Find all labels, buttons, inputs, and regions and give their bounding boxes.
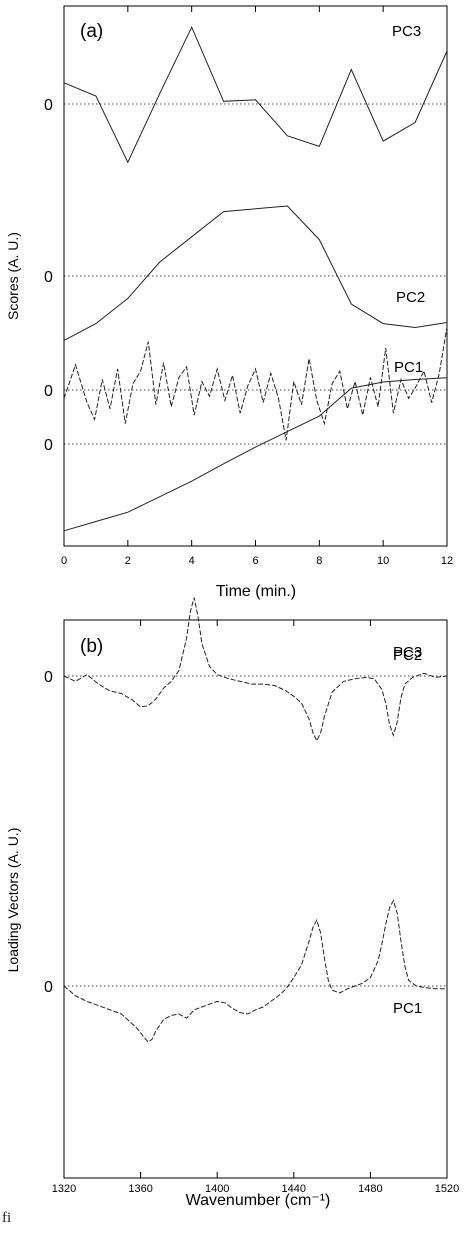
panel-a-ylabel: Scores (A. U.) bbox=[5, 232, 21, 320]
series-label-pc1: PC1 bbox=[393, 1000, 422, 1017]
panel-a-xlabel: Time (min.) bbox=[216, 583, 296, 600]
zero-label: 0 bbox=[44, 437, 53, 454]
series-label-pc1: PC1 bbox=[394, 359, 423, 376]
caption-fragment: fi bbox=[0, 1210, 474, 1240]
x-tick-label: 8 bbox=[316, 555, 322, 567]
zero-label: 0 bbox=[44, 669, 53, 686]
panel-b-xlabel: Wavenumber (cm⁻¹) bbox=[186, 1192, 331, 1209]
x-tick-label: 1440 bbox=[282, 1183, 306, 1195]
x-tick-label: 12 bbox=[441, 555, 453, 567]
x-tick-label: 10 bbox=[377, 555, 389, 567]
caption-fragment-text: fi bbox=[2, 1210, 12, 1226]
series-line-pc2 bbox=[63, 205, 448, 341]
panel-b-ylabel: Loading Vectors (A. U.) bbox=[5, 828, 21, 973]
x-tick-label: 1360 bbox=[128, 1183, 152, 1195]
panel-b-frame bbox=[63, 619, 448, 1179]
series-line-pc3 bbox=[63, 326, 448, 441]
x-tick-label: 1520 bbox=[435, 1183, 459, 1195]
series-line-pc3 bbox=[63, 25, 448, 164]
series-label-pc2: PC2 bbox=[396, 289, 425, 306]
series-label-pc2: PC2 bbox=[393, 647, 422, 664]
panel-a-label: (a) bbox=[80, 21, 103, 42]
x-tick-label: 0 bbox=[61, 555, 67, 567]
zero-label: 0 bbox=[44, 979, 53, 996]
x-tick-label: 2 bbox=[125, 555, 131, 567]
series-line-pc1 bbox=[63, 899, 447, 1043]
x-tick-label: 1320 bbox=[52, 1183, 76, 1195]
series-line-pc1 bbox=[63, 377, 448, 532]
series-label-pc3: PC3 bbox=[392, 23, 421, 40]
panel-b-label: (b) bbox=[80, 636, 103, 657]
x-tick-label: 6 bbox=[252, 555, 258, 567]
x-tick-label: 4 bbox=[189, 555, 195, 567]
zero-label: 0 bbox=[44, 97, 53, 114]
panel-a: (a) Scores (A. U.) Time (min.) 0 2 4 6 8 10 12… bbox=[5, 5, 453, 600]
x-tick-label: 1480 bbox=[358, 1183, 382, 1195]
series-label-pc3: PC3 bbox=[393, 644, 422, 661]
panel-b: (b) Loading Vectors (A. U.) Wavenumber (… bbox=[5, 326, 459, 1209]
zero-label: 0 bbox=[44, 383, 53, 400]
series-line-pc2 bbox=[63, 597, 448, 742]
zero-label: 0 bbox=[44, 269, 53, 286]
x-tick-label: 1400 bbox=[205, 1183, 229, 1195]
